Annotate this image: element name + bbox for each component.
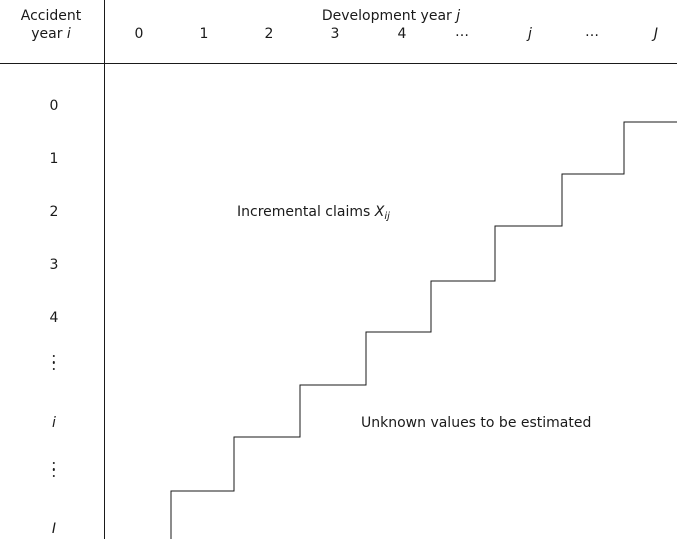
row-label-I: I bbox=[51, 521, 57, 537]
row-label-1: 1 bbox=[49, 151, 59, 167]
development-year-var: j bbox=[456, 8, 461, 24]
col-header-4: 4 bbox=[397, 26, 407, 42]
col-header-1: 1 bbox=[199, 26, 209, 42]
incremental-claims-subscript: ij bbox=[384, 211, 390, 222]
col-header-0: 0 bbox=[134, 26, 144, 42]
accident-year-label: year i bbox=[31, 26, 71, 42]
row-label-0: 0 bbox=[49, 98, 59, 114]
row-label-i: i bbox=[52, 415, 56, 431]
col-header-ellipsis-1: … bbox=[455, 24, 471, 40]
row-label-vdots-1 bbox=[52, 355, 56, 371]
incremental-claims-var: X bbox=[374, 204, 385, 220]
row-label-3: 3 bbox=[49, 257, 59, 273]
unknown-values-label: Unknown values to be estimated bbox=[361, 415, 592, 431]
col-header-j: j bbox=[528, 26, 532, 42]
row-label-vdots-2 bbox=[52, 462, 56, 478]
row-label-2: 2 bbox=[49, 204, 59, 220]
incremental-claims-text: Incremental claims bbox=[237, 204, 371, 220]
accident-year-var: i bbox=[66, 26, 71, 42]
row-label-4: 4 bbox=[49, 310, 59, 326]
col-header-2: 2 bbox=[264, 26, 274, 42]
col-header-3: 3 bbox=[330, 26, 340, 42]
development-year-label: Development year j bbox=[322, 8, 460, 24]
accident-year-text: year bbox=[31, 26, 63, 42]
col-header-ellipsis-2: … bbox=[585, 24, 601, 40]
development-year-text: Development year bbox=[321, 8, 452, 24]
staircase-boundary bbox=[170, 121, 677, 539]
incremental-claims-label: Incremental claims Xij bbox=[237, 204, 390, 222]
accident-label: Accident bbox=[20, 8, 82, 24]
col-header-J: J bbox=[653, 26, 659, 42]
